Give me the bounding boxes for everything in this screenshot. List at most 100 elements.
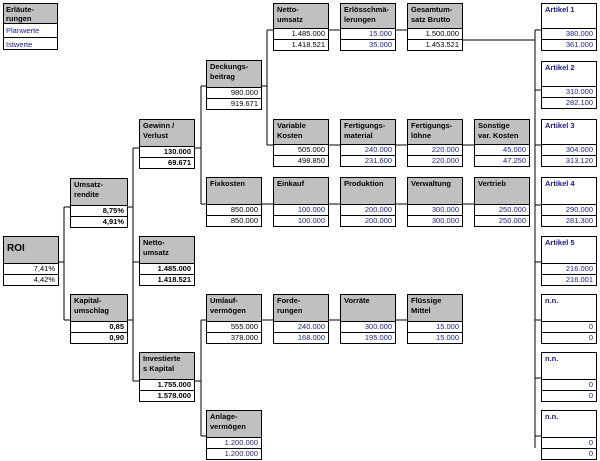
node-fertlohn: Fertigungs- löhne 220.000 220.000 (407, 119, 463, 167)
node-anlage: Anlage- vermögen 1.200.000 1.200.000 (206, 410, 262, 460)
fertmat-title: Fertigungs- material (340, 119, 396, 146)
nn2-ist-value: 0 (542, 390, 596, 401)
nn3-title: n.n. (541, 410, 597, 439)
invest-title: Investierte s Kapital (139, 352, 195, 381)
nn1-plan-value: 0 (542, 321, 596, 332)
forderungen-ist-value: 168.000 (274, 332, 328, 343)
art5-ist-value: 216.001 (542, 274, 596, 285)
node-umsatzrendite: Umsatz- rendite 8,75% 4,91% (70, 178, 128, 228)
gewinn-title: Gewinn / Verlust (139, 119, 195, 148)
fertmat-ist-value: 231.600 (341, 155, 395, 166)
erloes-plan-value: 15.000 (341, 28, 395, 39)
legend: Erläute- rungen Planwerte Istwerte (3, 3, 58, 50)
umlauf-ist-value: 378.000 (207, 332, 261, 343)
legend-title: Erläute- rungen (4, 4, 57, 24)
node-art1: Artikel 1 380.000 361.000 (541, 3, 597, 51)
variable-plan-value: 505.000 (274, 144, 328, 155)
umsatzrendite-plan-value: 8,75% (71, 205, 127, 216)
vorraete-plan-value: 300.000 (341, 321, 395, 332)
nettoumsatz-mid-plan-value: 1.485.000 (140, 263, 194, 274)
nn2-plan-value: 0 (542, 379, 596, 390)
einkauf-title: Einkauf (273, 177, 329, 206)
fertlohn-title: Fertigungs- löhne (407, 119, 463, 146)
art3-title: Artikel 3 (541, 119, 597, 146)
node-kapitalumschlag: Kapital- umschlag 0,85 0,90 (70, 294, 128, 344)
art3-plan-value: 304.000 (542, 144, 596, 155)
sonstige-plan-value: 45.000 (475, 144, 529, 155)
fluessig-ist-value: 15.000 (408, 332, 462, 343)
node-art3: Artikel 3 304.000 313.120 (541, 119, 597, 167)
fluessig-plan-value: 15.000 (408, 321, 462, 332)
umsatzrendite-title: Umsatz- rendite (70, 178, 128, 207)
art4-ist-value: 281.300 (542, 215, 596, 226)
anlage-plan-value: 1.200.000 (207, 437, 261, 448)
node-nn2: n.n. 0 0 (541, 352, 597, 402)
node-forderungen: Forde- rungen 240.000 168.000 (273, 294, 329, 344)
art4-plan-value: 290.000 (542, 204, 596, 215)
node-art5: Artikel 5 216.000 216.001 (541, 236, 597, 286)
fertlohn-ist-value: 220.000 (408, 155, 462, 166)
anlage-title: Anlage- vermögen (206, 410, 262, 439)
node-fixkosten: Fixkosten 850.000 850.000 (206, 177, 262, 227)
nettoumsatz-top-ist-value: 1.418.521 (274, 39, 328, 50)
art5-plan-value: 216.000 (542, 263, 596, 274)
node-fertmat: Fertigungs- material 240.000 231.600 (340, 119, 396, 167)
sonstige-ist-value: 47.250 (475, 155, 529, 166)
node-vorraete: Vorräte 300.000 195.000 (340, 294, 396, 344)
nettoumsatz-top-title: Netto- umsatz (273, 3, 329, 30)
vorraete-title: Vorräte (340, 294, 396, 323)
node-nettoumsatz-top: Netto- umsatz 1.485.000 1.418.521 (273, 3, 329, 51)
node-vertrieb: Vertrieb 250.000 250.000 (474, 177, 530, 227)
nettoumsatz-mid-title: Netto- umsatz (139, 236, 195, 265)
art5-title: Artikel 5 (541, 236, 597, 265)
art2-title: Artikel 2 (541, 61, 597, 88)
kapitalumschlag-ist-value: 0,90 (71, 332, 127, 343)
art1-title: Artikel 1 (541, 3, 597, 30)
erloes-title: Erlösschmä- lerungen (340, 3, 396, 30)
node-einkauf: Einkauf 100.000 100.000 (273, 177, 329, 227)
umlauf-title: Umlauf- vermögen (206, 294, 262, 323)
node-invest: Investierte s Kapital 1.755.000 1.578.000 (139, 352, 195, 402)
node-sonstige: Sonstige var. Kosten 45.000 47.250 (474, 119, 530, 167)
fertmat-plan-value: 240.000 (341, 144, 395, 155)
nn2-title: n.n. (541, 352, 597, 381)
nn1-ist-value: 0 (542, 332, 596, 343)
variable-title: Variable Kosten (273, 119, 329, 146)
node-verwaltung: Verwaltung 300.000 300.000 (407, 177, 463, 227)
forderungen-plan-value: 240.000 (274, 321, 328, 332)
fixkosten-ist-value: 850.000 (207, 215, 261, 226)
gesamt-plan-value: 1.500.000 (408, 28, 462, 39)
roi-title: ROI (3, 236, 59, 265)
vertrieb-title: Vertrieb (474, 177, 530, 206)
verwaltung-title: Verwaltung (407, 177, 463, 206)
node-erloes: Erlösschmä- lerungen 15.000 35.000 (340, 3, 396, 51)
verwaltung-plan-value: 300.000 (408, 204, 462, 215)
node-gewinn: Gewinn / Verlust 130.000 69.671 (139, 119, 195, 169)
kapitalumschlag-plan-value: 0,85 (71, 321, 127, 332)
roi-plan-value: 7,41% (4, 263, 58, 274)
fixkosten-title: Fixkosten (206, 177, 262, 206)
nn1-title: n.n. (541, 294, 597, 323)
umlauf-plan-value: 555.000 (207, 321, 261, 332)
nn3-plan-value: 0 (542, 437, 596, 448)
vertrieb-plan-value: 250.000 (475, 204, 529, 215)
vorraete-ist-value: 195.000 (341, 332, 395, 343)
sonstige-title: Sonstige var. Kosten (474, 119, 530, 146)
node-nn3: n.n. 0 0 (541, 410, 597, 460)
node-variable: Variable Kosten 505.000 498.850 (273, 119, 329, 167)
deckung-ist-value: 919.671 (207, 98, 261, 109)
gewinn-ist-value: 69.671 (140, 157, 194, 168)
kapitalumschlag-title: Kapital- umschlag (70, 294, 128, 323)
nn3-ist-value: 0 (542, 448, 596, 459)
deckung-plan-value: 980.000 (207, 87, 261, 98)
gesamt-title: Gesamtum- satz Brutto (407, 3, 463, 30)
forderungen-title: Forde- rungen (273, 294, 329, 323)
produktion-ist-value: 200.000 (341, 215, 395, 226)
art1-plan-value: 380.000 (542, 28, 596, 39)
anlage-ist-value: 1.200.000 (207, 448, 261, 459)
node-nn1: n.n. 0 0 (541, 294, 597, 344)
vertrieb-ist-value: 250.000 (475, 215, 529, 226)
node-gesamt: Gesamtum- satz Brutto 1.500.000 1.453.521 (407, 3, 463, 51)
legend-ist: Istwerte (4, 38, 57, 51)
